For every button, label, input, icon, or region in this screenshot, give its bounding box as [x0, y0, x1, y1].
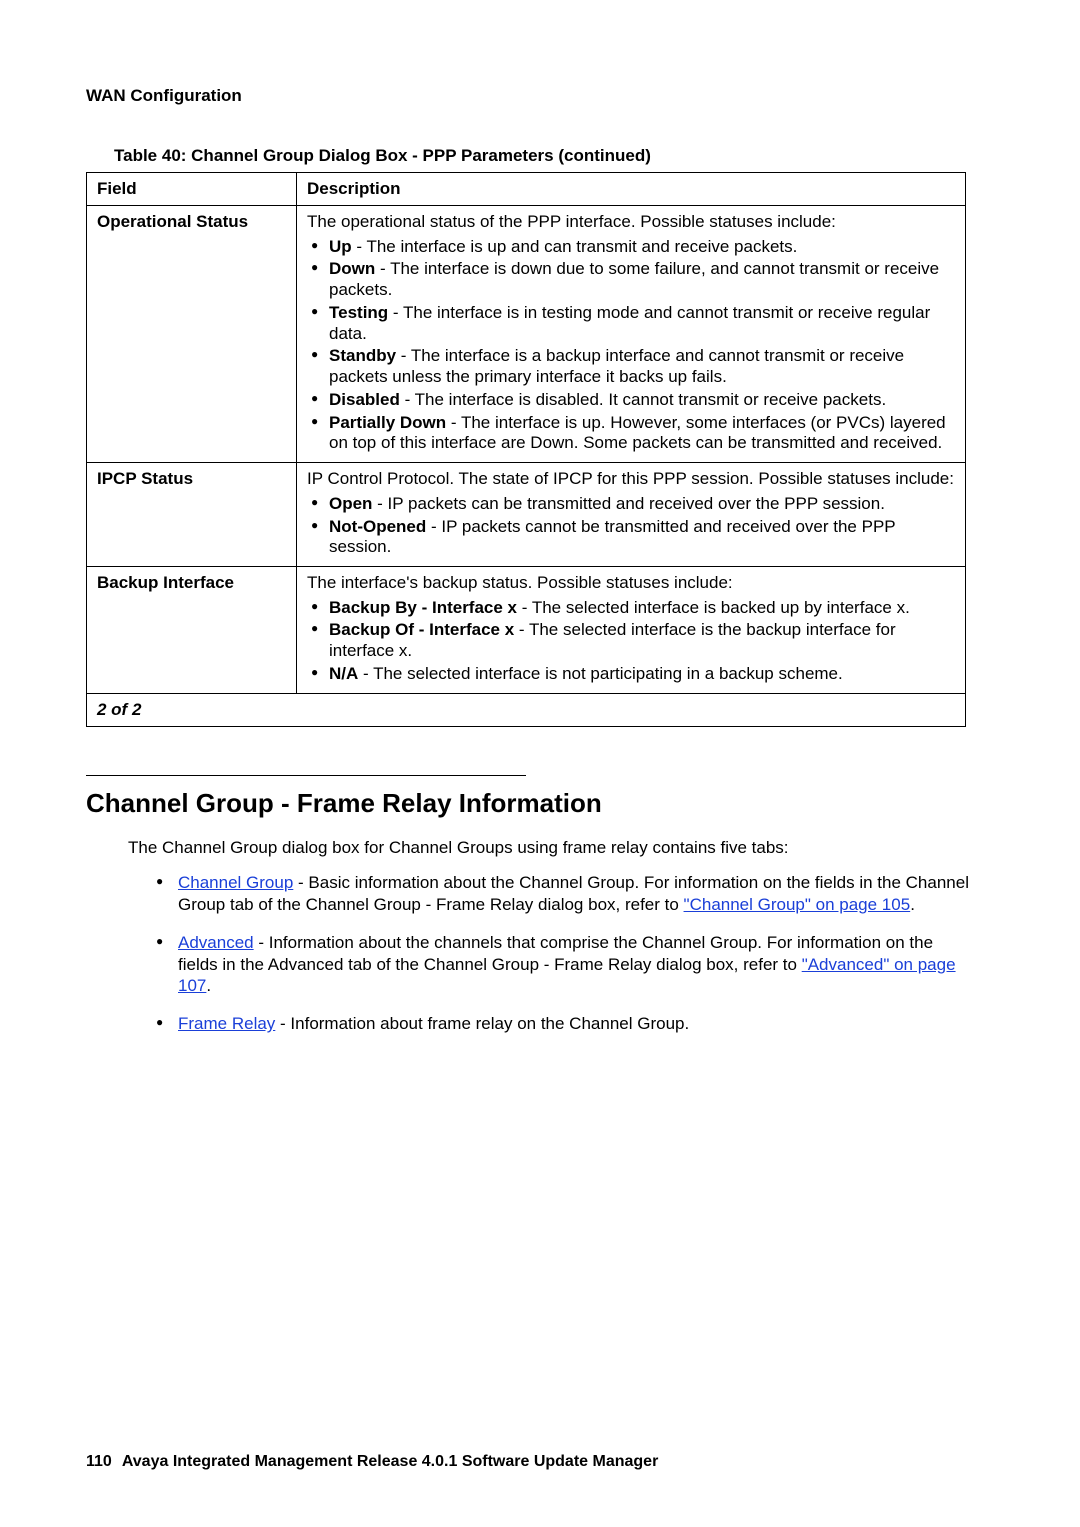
list-item: Advanced - Information about the channel… — [156, 932, 976, 997]
term-text: - IP packets can be transmitted and rece… — [372, 494, 884, 513]
term: N/A — [329, 664, 358, 683]
cell-description: The operational status of the PPP interf… — [297, 206, 966, 463]
term-text: - The interface is a backup interface an… — [329, 346, 904, 386]
term-text: - The interface is down due to some fail… — [329, 259, 939, 299]
list-item: Backup Of - Interface x - The selected i… — [307, 620, 955, 661]
channel-group-xref-link[interactable]: "Channel Group" on page 105 — [684, 895, 911, 914]
term: Up — [329, 237, 352, 256]
bullet-tail: . — [910, 895, 915, 914]
term: Standby — [329, 346, 396, 365]
term: Testing — [329, 303, 388, 322]
page-number: 110 — [86, 1453, 112, 1470]
pager-text: 2 of 2 — [87, 693, 966, 726]
table-row: IPCP Status IP Control Protocol. The sta… — [87, 463, 966, 567]
term-text: - The interface is up and can transmit a… — [352, 237, 798, 256]
term-text: - The selected interface is not particip… — [358, 664, 842, 683]
table-pager: 2 of 2 — [87, 693, 966, 726]
term: Backup By - Interface x — [329, 598, 517, 617]
section-rule — [86, 775, 526, 776]
channel-group-link[interactable]: Channel Group — [178, 873, 293, 892]
term: Open — [329, 494, 372, 513]
lead-text: The interface's backup status. Possible … — [307, 573, 955, 594]
list-item: N/A - The selected interface is not part… — [307, 664, 955, 685]
list-item: Up - The interface is up and can transmi… — [307, 237, 955, 258]
term: Disabled — [329, 390, 400, 409]
cell-field: IPCP Status — [87, 463, 297, 567]
frame-relay-link[interactable]: Frame Relay — [178, 1014, 275, 1033]
col-field: Field — [87, 173, 297, 206]
table-row: Backup Interface The interface's backup … — [87, 567, 966, 694]
running-header: WAN Configuration — [86, 86, 994, 106]
cell-field: Backup Interface — [87, 567, 297, 694]
term-text: - The interface is disabled. It cannot t… — [400, 390, 886, 409]
section-bullets: Channel Group - Basic information about … — [156, 872, 976, 1035]
term: Not-Opened — [329, 517, 426, 536]
list-item: Disabled - The interface is disabled. It… — [307, 390, 955, 411]
ppp-parameters-table: Field Description Operational Status The… — [86, 172, 966, 727]
list-item: Not-Opened - IP packets cannot be transm… — [307, 517, 955, 558]
term: Backup Of - Interface x — [329, 620, 514, 639]
lead-text: The operational status of the PPP interf… — [307, 212, 955, 233]
bullet-text: - Information about frame relay on the C… — [275, 1014, 689, 1033]
term-text: - The selected interface is backed up by… — [517, 598, 910, 617]
lead-text: IP Control Protocol. The state of IPCP f… — [307, 469, 955, 490]
table-row: Operational Status The operational statu… — [87, 206, 966, 463]
section-intro: The Channel Group dialog box for Channel… — [128, 837, 968, 859]
bullet-tail: . — [206, 976, 211, 995]
list-item: Testing - The interface is in testing mo… — [307, 303, 955, 344]
term: Partially Down — [329, 413, 446, 432]
table-caption: Table 40: Channel Group Dialog Box - PPP… — [114, 146, 994, 166]
list-item: Standby - The interface is a backup inte… — [307, 346, 955, 387]
list-item: Frame Relay - Information about frame re… — [156, 1013, 976, 1035]
advanced-link[interactable]: Advanced — [178, 933, 254, 952]
cell-field: Operational Status — [87, 206, 297, 463]
list-item: Channel Group - Basic information about … — [156, 872, 976, 916]
list-item: Open - IP packets can be transmitted and… — [307, 494, 955, 515]
cell-description: IP Control Protocol. The state of IPCP f… — [297, 463, 966, 567]
page-footer: 110 Avaya Integrated Management Release 4… — [86, 1453, 658, 1471]
footer-title: Avaya Integrated Management Release 4.0.… — [122, 1453, 658, 1470]
list-item: Partially Down - The interface is up. Ho… — [307, 413, 955, 454]
cell-description: The interface's backup status. Possible … — [297, 567, 966, 694]
term: Down — [329, 259, 375, 278]
list-item: Backup By - Interface x - The selected i… — [307, 598, 955, 619]
col-description: Description — [297, 173, 966, 206]
section-heading: Channel Group - Frame Relay Information — [86, 788, 994, 819]
list-item: Down - The interface is down due to some… — [307, 259, 955, 300]
term-text: - The interface is in testing mode and c… — [329, 303, 930, 343]
